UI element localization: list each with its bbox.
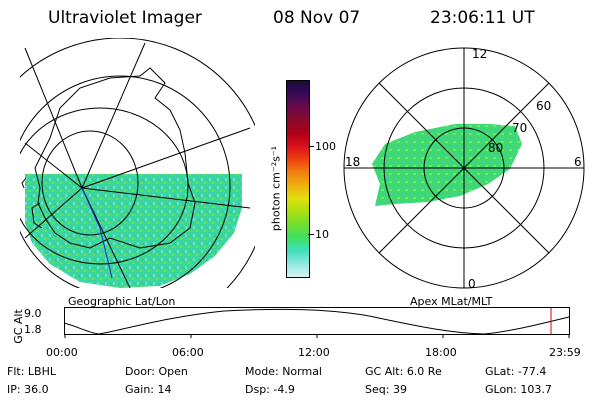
timeline-xtick-2: 12:00 <box>298 346 330 359</box>
colorbar <box>286 80 310 278</box>
colorbar-unit-label: photon cm⁻²s⁻¹ <box>269 145 283 232</box>
status-ip: IP: 36.0 <box>7 383 49 396</box>
lat-label-70: 70 <box>512 121 527 135</box>
timeline-ytick-low: 1.8 <box>24 323 42 336</box>
lat-label-60: 60 <box>536 99 551 113</box>
status-gain: Gain: 14 <box>125 383 172 396</box>
colorbar-label-10: 10 <box>315 228 329 241</box>
status-glon: GLon: 103.7 <box>485 383 552 396</box>
mlt-label-12: 12 <box>472 47 487 61</box>
timeline-ytick-high: 9.0 <box>24 307 42 320</box>
mlt-label-0: 0 <box>468 277 476 291</box>
timeline-xtick-3: 18:00 <box>425 346 457 359</box>
colorbar-label-100: 100 <box>315 140 336 153</box>
timeline-axis-label: GC Alt <box>11 309 25 344</box>
coastline <box>34 67 196 249</box>
geographic-map <box>20 38 255 288</box>
status-seq: Seq: 39 <box>365 383 407 396</box>
polar-plot: 12 18 6 0 60 70 80 <box>343 47 585 291</box>
altitude-curve <box>64 308 570 335</box>
status-door: Door: Open <box>125 365 188 378</box>
colorbar-tick-100 <box>308 146 314 147</box>
status-mode: Mode: Normal <box>245 365 322 378</box>
left-panel-caption: Geographic Lat/Lon <box>68 295 176 308</box>
status-gc-alt: GC Alt: 6.0 Re <box>365 365 442 378</box>
mlt-label-6: 6 <box>574 155 582 169</box>
colorbar-tick-10 <box>308 234 314 235</box>
right-panel-caption: Apex MLat/MLT <box>410 295 493 308</box>
instrument-title: Ultraviolet Imager <box>48 8 202 28</box>
boundary-line <box>81 187 113 279</box>
aurora-image-left <box>25 174 242 288</box>
status-glat: GLat: -77.4 <box>485 365 547 378</box>
timeline-plot <box>64 307 570 338</box>
timeline-xtick-0: 00:00 <box>46 346 78 359</box>
lat-label-80: 80 <box>488 141 503 155</box>
aurora-image-right <box>372 124 522 206</box>
date-label: 08 Nov 07 <box>273 8 361 28</box>
timeline-xtick-4: 23:59 <box>549 346 581 359</box>
status-filter: Flt: LBHL <box>7 365 56 378</box>
status-dsp: Dsp: -4.9 <box>245 383 295 396</box>
time-label: 23:06:11 UT <box>430 8 535 28</box>
timeline-xtick-1: 06:00 <box>172 346 204 359</box>
mlt-label-18: 18 <box>345 155 360 169</box>
